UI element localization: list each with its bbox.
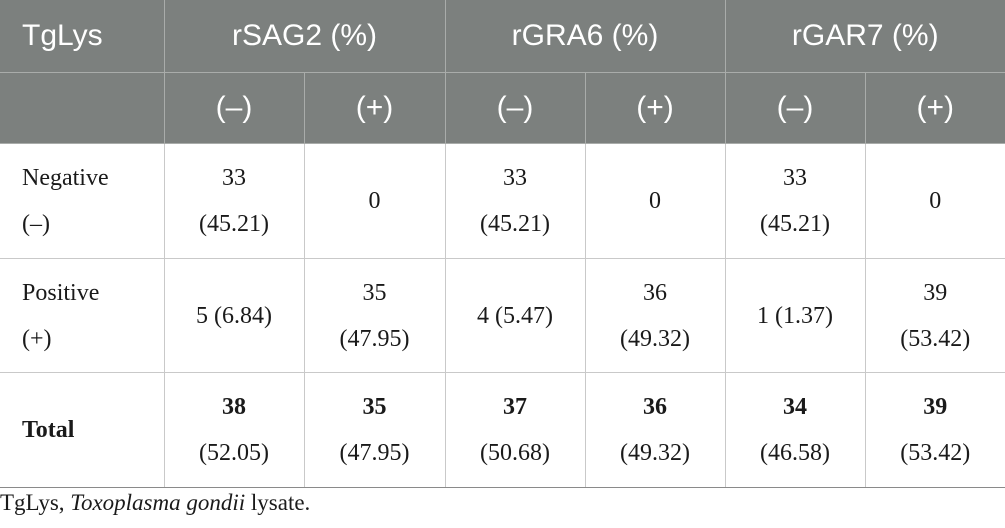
data-table: TgLys rSAG2 (%) rGRA6 (%) rGAR7 (%) (–) … [0,0,1005,488]
row-label-text: Negative [22,165,109,191]
cell-value: 33 [783,165,807,191]
cell-value: 35 [362,279,387,306]
table-cell: 36 (49.32) [584,258,725,373]
header-group-rgar7: rGAR7 (%) [724,0,1005,73]
cell-value: 0 [368,188,381,214]
header-row-label: TgLys [0,0,164,73]
row-label-negative: Negative (–) [0,143,164,259]
row-label-positive: Positive (+) [0,258,164,373]
footnote-rest: lysate. [245,490,311,515]
header-sub-rsag2-pos: (+) [303,72,445,144]
header-group-rsag2: rSAG2 (%) [163,0,445,73]
cell-value: 38 [222,394,246,420]
cell-percent: (53.42) [900,440,971,466]
cell-value: 37 [503,394,527,420]
cell-percent: (46.58) [760,440,830,466]
table-cell: 33 (45.21) [444,143,585,259]
cell-percent: (53.42) [900,325,971,352]
table-cell: 38 (52.05) [163,372,304,488]
row-label-sign: (–) [22,211,50,237]
table-row-total: Total 38 (52.05) 35 (47.95) 37 (50.68) 36 (4… [0,372,1005,488]
cell-value: 33 [222,165,246,191]
cell-value: 1 (1.37) [757,302,833,329]
table-cell: 36 (49.32) [584,372,725,488]
table-cell: 0 [303,143,445,259]
cell-value: 5 (6.84) [196,302,272,329]
cell-percent: (45.21) [480,211,550,237]
footnote-species: Toxoplasma gondii [70,490,246,515]
cell-percent: (50.68) [480,440,550,466]
cell-value: 36 [643,279,667,306]
table-footnote: TgLys, Toxoplasma gondii lysate. [0,490,310,516]
table-cell: 5 (6.84) [163,258,304,373]
cell-percent: (49.32) [620,325,690,352]
table-cell: 35 (47.95) [303,372,445,488]
table-cell: 34 (46.58) [724,372,865,488]
header-sub-rgar7-neg: (–) [724,72,865,144]
cell-value: 34 [783,394,807,420]
footnote-abbr: TgLys, [0,490,71,515]
cell-value: 33 [503,165,527,191]
cell-percent: (52.05) [199,440,269,466]
cell-value: 39 [923,394,948,420]
cell-percent: (45.21) [199,211,269,237]
cell-percent: (47.95) [339,440,410,466]
header-blank [0,72,164,144]
table-cell: 39 (53.42) [864,372,1005,488]
cell-percent: (45.21) [760,211,830,237]
table-cell: 0 [864,143,1005,259]
table-header: TgLys rSAG2 (%) rGRA6 (%) rGAR7 (%) (–) … [0,0,1005,144]
header-sub-rgra6-neg: (–) [444,72,585,144]
table-cell: 0 [584,143,725,259]
row-label-text: Positive [22,279,100,306]
table-cell: 1 (1.37) [724,258,865,373]
row-label-text: Total [22,417,75,443]
row-label-total: Total [0,372,164,488]
cell-value: 36 [643,394,667,420]
header-sub-rgra6-pos: (+) [584,72,725,144]
cell-value: 35 [362,394,387,420]
cell-percent: (49.32) [620,440,690,466]
table-cell: 35 (47.95) [303,258,445,373]
table-cell: 33 (45.21) [163,143,304,259]
cell-value: 0 [649,188,661,214]
cell-value: 4 (5.47) [477,302,553,329]
table-body: Negative (–) 33 (45.21) 0 33 (45.21) 0 33 (… [0,143,1005,488]
header-sub-rsag2-neg: (–) [163,72,304,144]
header-group-rgra6: rGRA6 (%) [444,0,725,73]
cell-value: 0 [929,188,942,214]
cell-value: 39 [923,279,948,306]
cell-percent: (47.95) [339,325,410,352]
table-cell: 33 (45.21) [724,143,865,259]
table-row: Positive (+) 5 (6.84) 35 (47.95) 4 (5.47)… [0,258,1005,373]
table-cell: 37 (50.68) [444,372,585,488]
header-sub-rgar7-pos: (+) [864,72,1005,144]
table-row: Negative (–) 33 (45.21) 0 33 (45.21) 0 33 (… [0,143,1005,259]
row-label-sign: (+) [22,325,52,352]
table-cell: 4 (5.47) [444,258,585,373]
table-cell: 39 (53.42) [864,258,1005,373]
